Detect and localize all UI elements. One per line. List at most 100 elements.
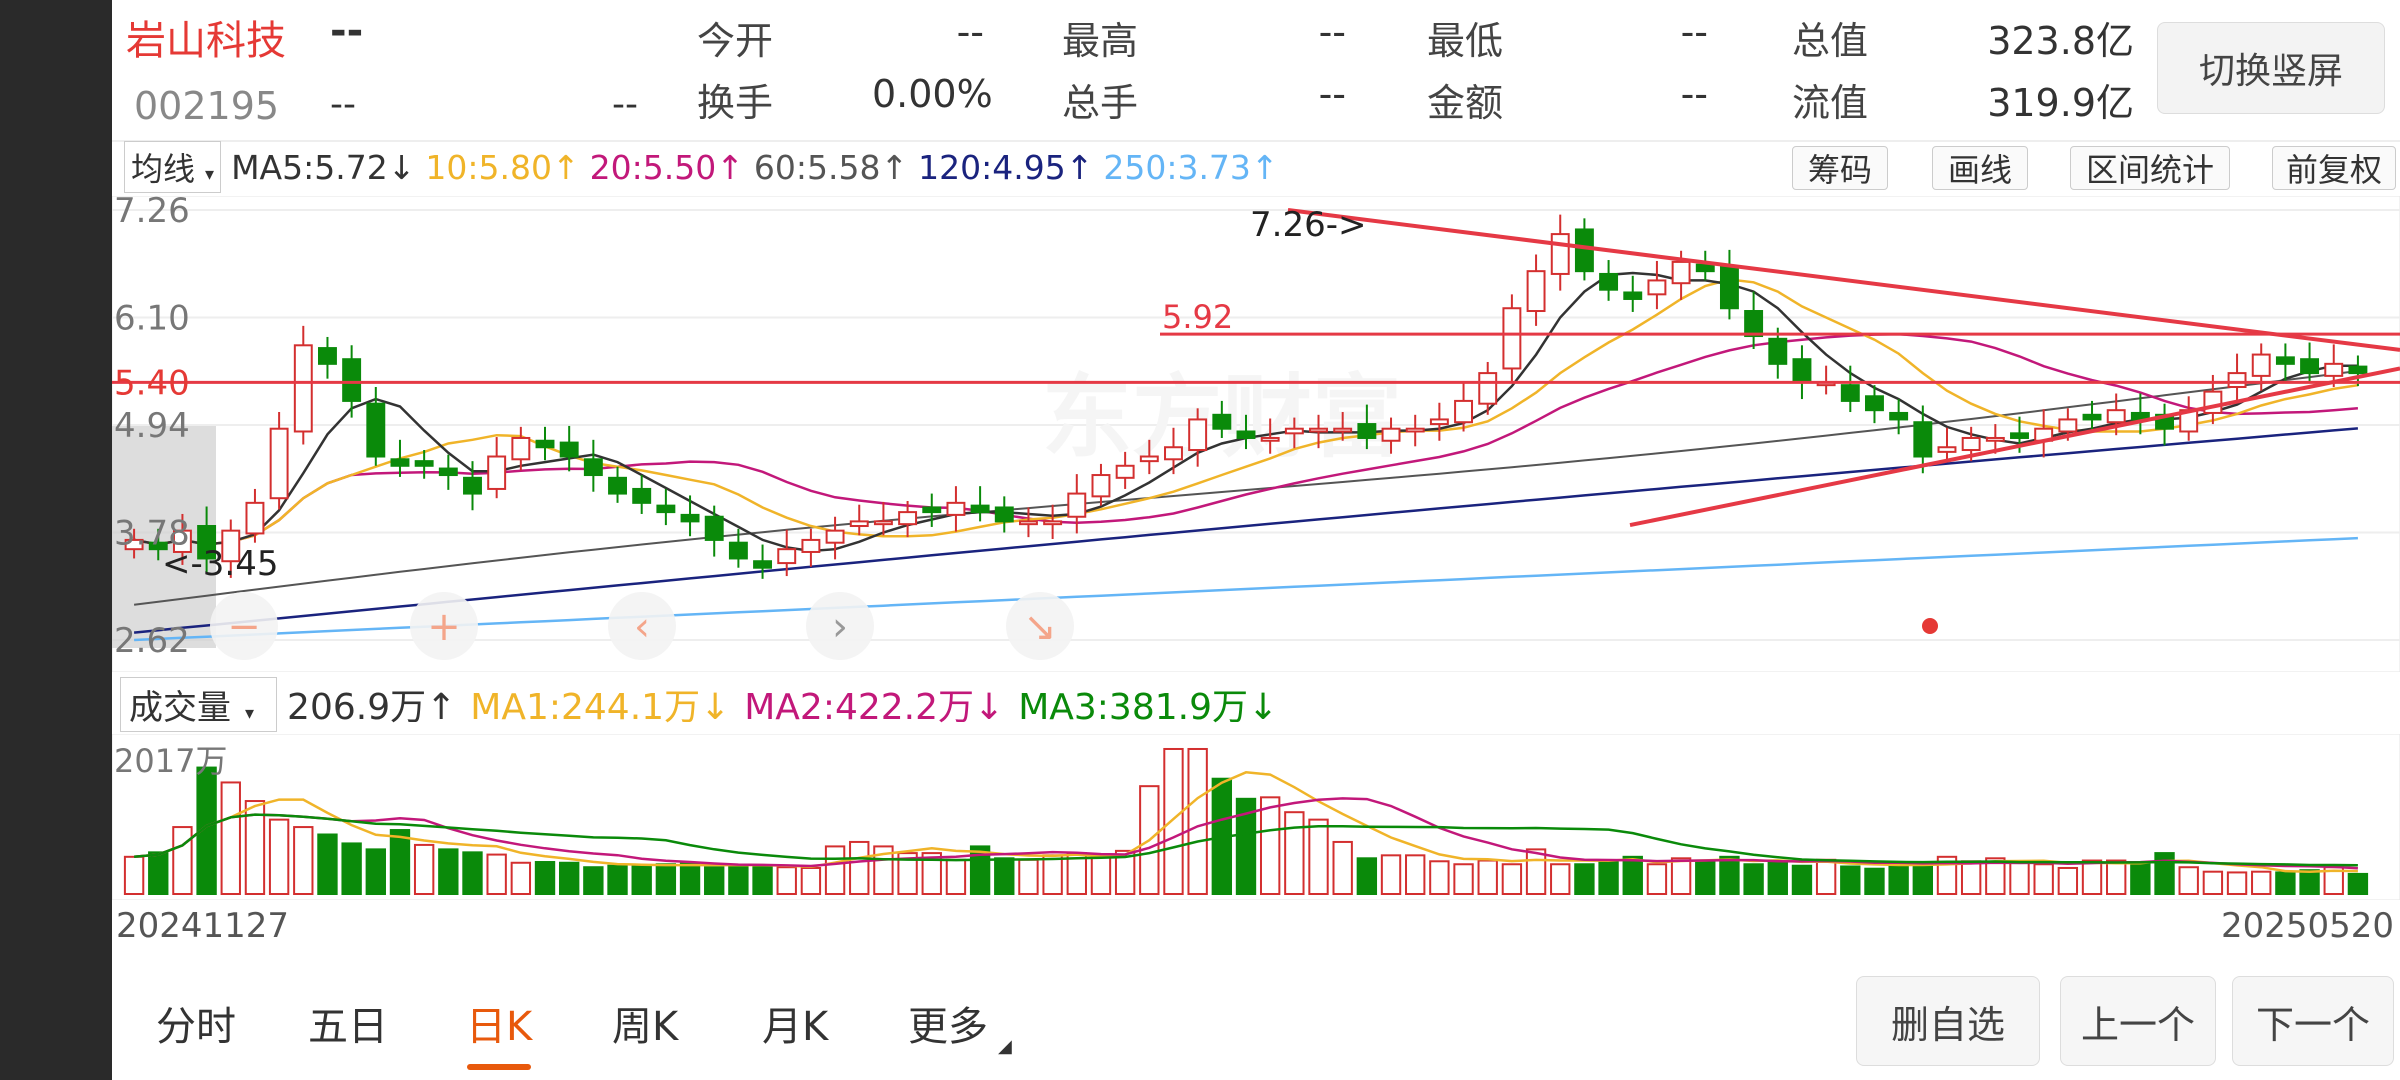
high-value: -- xyxy=(1318,10,1346,54)
candle-body xyxy=(1502,307,1522,370)
reset-zoom-icon[interactable]: ↘ xyxy=(1006,592,1074,660)
indicator-selector-label: 均线 xyxy=(131,150,196,188)
candle-body xyxy=(1840,384,1860,402)
volume-bar xyxy=(1380,854,1402,895)
volume-bar xyxy=(849,840,870,895)
candle-body xyxy=(559,441,579,458)
stock-detail-screen: 岩山科技 -- 002195 -- -- 今开 -- 换手 0.00% 最高 -… xyxy=(112,0,2400,1080)
tab-monthly-k[interactable]: 月K xyxy=(762,1004,829,1050)
candle-body xyxy=(1719,265,1739,310)
candle-body xyxy=(1865,395,1884,412)
candle-body xyxy=(463,476,482,495)
switch-portrait-button[interactable]: 切换竖屏 xyxy=(2157,22,2385,114)
candle-body xyxy=(753,560,773,569)
vol-ma1: MA1:244.1万↓ xyxy=(470,687,731,728)
volume-bar xyxy=(486,853,507,896)
volume-value: 206.9万↑ xyxy=(287,687,457,728)
low-label: 最低 xyxy=(1427,19,1504,63)
candle-body xyxy=(1599,272,1619,291)
previous-stock-button[interactable]: 上一个 xyxy=(2060,976,2216,1066)
draw-line-button[interactable]: 画线 xyxy=(1932,146,2028,190)
volume-bar xyxy=(462,851,483,895)
volume-bar xyxy=(389,829,411,896)
volume-bar xyxy=(1235,797,1257,895)
volume-bar xyxy=(534,861,556,896)
candle-body xyxy=(1671,260,1691,285)
volume-bar xyxy=(2178,866,2199,896)
ma60-line xyxy=(133,370,2359,606)
volume-bar xyxy=(2275,871,2296,896)
volume-bar xyxy=(2130,861,2151,895)
next-stock-button[interactable]: 下一个 xyxy=(2232,976,2394,1066)
indicator-selector[interactable]: 均线 ▾ xyxy=(124,141,222,193)
volume-bar xyxy=(824,845,846,896)
volume-indicator-selector[interactable]: 成交量 ▾ xyxy=(120,676,278,732)
price-axis-label: 4.94 xyxy=(114,406,190,446)
volume-bar xyxy=(438,848,459,895)
stock-change-pct: -- xyxy=(612,84,638,125)
candle-body xyxy=(994,506,1014,523)
volume-bar xyxy=(2009,861,2030,895)
volume-bar xyxy=(1936,855,1958,895)
candle-body xyxy=(221,529,241,563)
open-label: 今开 xyxy=(697,19,774,63)
tab-daily-k[interactable]: 日K xyxy=(466,1004,533,1050)
kline-chart[interactable]: 东方财富 5.927.26-><-3.45 7.266.105.404.943.… xyxy=(112,196,2400,672)
remove-watchlist-button[interactable]: 删自选 xyxy=(1856,976,2040,1066)
stock-change: -- xyxy=(330,84,356,125)
system-left-edge xyxy=(0,0,112,1080)
volume-bar xyxy=(1695,860,1716,895)
scroll-right-icon[interactable]: › xyxy=(806,592,874,660)
volume-bar xyxy=(1743,863,1764,896)
volume-bar xyxy=(1477,859,1498,895)
candle-body xyxy=(1744,310,1764,338)
ma120-line xyxy=(133,427,2359,634)
volume-bar xyxy=(365,848,386,895)
volume-label: 总手 xyxy=(1062,81,1139,125)
ma10-line xyxy=(133,278,2359,546)
candle-body xyxy=(922,506,942,514)
candle-body xyxy=(1961,436,1981,452)
volume-bar xyxy=(1284,811,1305,895)
volume-ma2-line xyxy=(133,797,2358,870)
zoom-out-icon[interactable]: − xyxy=(210,592,278,660)
volume-bar xyxy=(752,864,773,895)
candle-body xyxy=(148,541,168,551)
low-value: -- xyxy=(1680,10,1708,54)
volume-bar xyxy=(1598,860,1619,895)
candle-body xyxy=(293,344,313,433)
ma120-value: 120:4.95↑ xyxy=(918,147,1094,187)
candle-body xyxy=(1695,263,1715,273)
tab-intraday[interactable]: 分时 xyxy=(156,1004,236,1050)
zoom-in-icon[interactable]: + xyxy=(410,592,478,660)
scroll-left-icon-glyph: ‹ xyxy=(634,604,650,650)
candle-body xyxy=(1236,430,1256,439)
range-stats-button[interactable]: 区间统计 xyxy=(2070,146,2230,190)
candle-body xyxy=(1188,418,1208,452)
volume-bar xyxy=(2299,869,2320,896)
volume-ma3-line xyxy=(133,813,2358,867)
candle-body xyxy=(777,548,797,565)
scroll-left-icon[interactable]: ‹ xyxy=(608,592,676,660)
volume-bar xyxy=(1332,840,1353,895)
adjust-mode-button[interactable]: 前复权 xyxy=(2272,146,2396,190)
chips-button[interactable]: 筹码 xyxy=(1792,146,1888,190)
volume-bar xyxy=(1864,867,1885,895)
candle-body xyxy=(1574,228,1594,273)
scroll-left-icon-bg xyxy=(608,592,676,660)
volume-bar xyxy=(244,800,266,895)
volume-bar xyxy=(1960,860,1982,895)
candle-body xyxy=(1139,455,1159,463)
volume-bar xyxy=(1356,857,1378,895)
turnover-value: 0.00% xyxy=(872,72,993,116)
tab-weekly-k[interactable]: 周K xyxy=(612,1004,679,1050)
tab-more[interactable]: 更多 xyxy=(908,1004,988,1050)
candle-body xyxy=(1526,270,1546,313)
vol-ma3: MA3:381.9万↓ xyxy=(1018,687,1279,728)
zoom-out-icon-bg xyxy=(210,592,278,660)
tab-five-day[interactable]: 五日 xyxy=(308,1004,388,1050)
volume-bar xyxy=(1308,818,1329,895)
candle-body xyxy=(342,358,362,402)
volume-chart[interactable]: 2017万 xyxy=(112,734,2400,900)
volume-bar xyxy=(994,857,1015,895)
